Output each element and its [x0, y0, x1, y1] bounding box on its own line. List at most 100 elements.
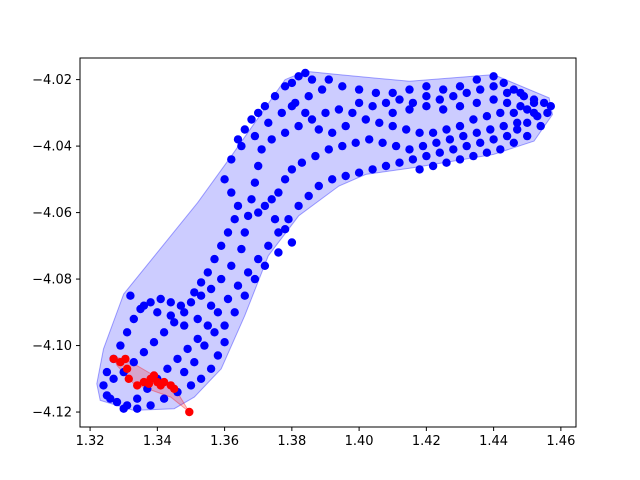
series-0-point — [280, 225, 290, 234]
series-0-point — [102, 367, 112, 377]
series-0-point — [415, 165, 424, 174]
series-0-point — [203, 321, 212, 330]
convex-hulls — [96, 70, 554, 413]
series-0-point — [250, 178, 260, 187]
series-0-point — [361, 115, 370, 124]
series-0-point — [459, 131, 468, 141]
series-0-point — [126, 291, 135, 300]
series-0-point — [213, 308, 223, 317]
series-0-point — [190, 288, 199, 297]
series-0-point — [472, 98, 481, 108]
series-0-point — [321, 108, 330, 118]
series-0-point — [328, 175, 337, 184]
series-0-point — [233, 135, 243, 144]
series-0-point — [206, 284, 216, 294]
series-0-point — [129, 358, 138, 367]
series-0-point — [206, 364, 216, 373]
series-0-point — [499, 121, 508, 131]
series-0-point — [486, 125, 495, 134]
series-0-point — [193, 314, 202, 324]
series-0-point — [509, 138, 518, 147]
series-0-point — [206, 301, 216, 310]
series-0-point — [254, 208, 263, 217]
series-0-point — [284, 215, 293, 224]
series-0-point — [287, 238, 297, 247]
series-0-point — [220, 321, 229, 330]
y-tick-label: −4.08 — [32, 273, 72, 288]
series-0-point — [391, 141, 401, 151]
series-0-point — [513, 125, 522, 134]
series-0-point — [462, 141, 471, 151]
series-0-point — [499, 78, 508, 88]
y-tick-label: −4.12 — [32, 406, 72, 421]
series-0-point — [133, 394, 142, 403]
series-0-point — [237, 141, 246, 151]
series-0-point — [428, 128, 438, 137]
series-0-point — [274, 228, 283, 237]
series-0-point — [210, 254, 219, 264]
series-0-point — [133, 404, 142, 413]
series-0-point — [418, 141, 428, 151]
series-0-point — [223, 228, 233, 237]
series-0-point — [254, 161, 263, 171]
y-tick-label: −4.02 — [32, 73, 72, 88]
series-0-point — [489, 135, 498, 144]
series-0-point — [149, 338, 159, 347]
series-0-point — [476, 138, 485, 147]
series-0-point — [146, 401, 155, 410]
series-0-point — [254, 254, 263, 264]
series-1-point — [121, 354, 130, 364]
series-1-point — [159, 377, 169, 387]
series-0-point — [455, 155, 465, 164]
series-0-point — [173, 354, 182, 364]
series-0-point — [502, 98, 512, 108]
series-0-point — [408, 155, 418, 164]
series-0-point — [196, 291, 206, 300]
series-0-point — [489, 72, 498, 81]
y-tick-label: −4.06 — [32, 206, 72, 221]
series-0-point — [116, 341, 125, 350]
series-0-point — [280, 128, 290, 137]
series-0-hull — [96, 70, 554, 411]
series-0-point — [287, 78, 297, 88]
series-0-point — [351, 138, 360, 147]
series-0-point — [422, 102, 431, 111]
series-0-point — [341, 171, 350, 181]
y-tick-label: −4.10 — [32, 339, 72, 354]
series-0-point — [469, 151, 478, 161]
series-0-point — [166, 311, 175, 320]
series-0-point — [217, 274, 226, 284]
series-0-point — [240, 291, 249, 300]
series-1-point — [122, 364, 132, 373]
series-0-point — [156, 294, 165, 304]
x-tick-label: 1.46 — [546, 434, 575, 449]
x-tick-label: 1.34 — [143, 434, 172, 449]
series-0-point — [439, 85, 448, 94]
series-0-point — [378, 138, 387, 147]
series-0-point — [183, 344, 192, 354]
series-0-point — [523, 131, 532, 141]
series-0-point — [462, 88, 471, 98]
series-1-point — [185, 407, 194, 417]
series-0-point — [455, 102, 465, 111]
series-0-point — [210, 328, 219, 337]
series-0-point — [106, 394, 115, 403]
series-0-point — [408, 98, 418, 108]
series-0-point — [294, 121, 303, 131]
series-0-point — [159, 394, 169, 403]
series-0-point — [139, 348, 149, 357]
series-0-point — [445, 135, 455, 144]
series-0-point — [264, 118, 273, 128]
series-0-point — [496, 145, 505, 154]
series-0-point — [227, 261, 236, 270]
series-0-point — [220, 175, 229, 184]
series-0-point — [381, 98, 391, 108]
series-0-point — [348, 108, 357, 118]
series-0-point — [509, 85, 518, 94]
series-0-point — [371, 88, 381, 98]
series-0-point — [476, 85, 485, 94]
series-0-point — [509, 108, 518, 118]
series-0-point — [274, 248, 283, 257]
series-0-point — [146, 298, 155, 307]
